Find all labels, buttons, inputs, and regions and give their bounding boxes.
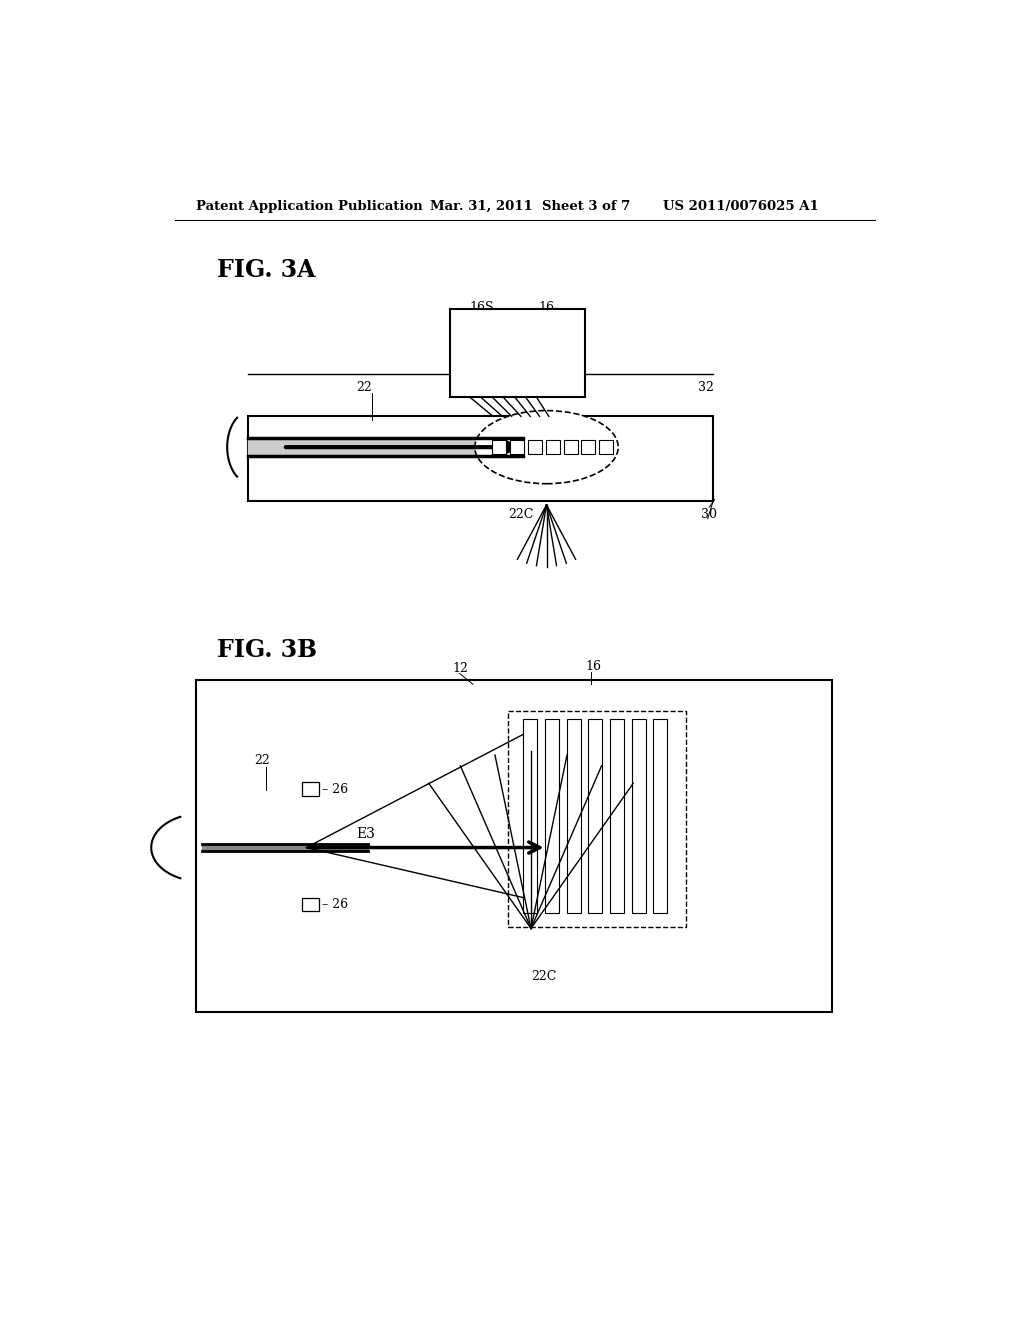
- Text: Patent Application Publication: Patent Application Publication: [197, 199, 423, 213]
- Text: 16: 16: [586, 660, 601, 673]
- Bar: [248, 416, 713, 502]
- Bar: [610, 719, 624, 913]
- Bar: [493, 441, 506, 454]
- Bar: [508, 711, 686, 927]
- Text: 22C: 22C: [508, 508, 534, 520]
- Bar: [302, 781, 318, 796]
- Bar: [545, 719, 559, 913]
- Text: 16: 16: [539, 301, 555, 314]
- Bar: [510, 441, 524, 454]
- Bar: [582, 441, 595, 454]
- Bar: [528, 441, 542, 454]
- Text: 22: 22: [254, 754, 270, 767]
- Bar: [197, 681, 831, 1011]
- Text: 16S: 16S: [469, 301, 494, 314]
- Text: – 26: – 26: [322, 783, 348, 796]
- Text: 30: 30: [701, 508, 718, 520]
- Text: Mar. 31, 2011  Sheet 3 of 7: Mar. 31, 2011 Sheet 3 of 7: [430, 199, 631, 213]
- Bar: [523, 719, 538, 913]
- Bar: [632, 719, 646, 913]
- Text: – 26: – 26: [322, 898, 348, 911]
- Bar: [563, 441, 578, 454]
- Bar: [450, 309, 586, 397]
- Bar: [302, 898, 318, 911]
- Text: US 2011/0076025 A1: US 2011/0076025 A1: [663, 199, 818, 213]
- Text: 32: 32: [697, 381, 714, 395]
- Bar: [546, 441, 560, 454]
- Text: FIG. 3B: FIG. 3B: [217, 638, 317, 661]
- Text: FIG. 3A: FIG. 3A: [217, 257, 315, 282]
- Bar: [653, 719, 668, 913]
- Bar: [566, 719, 581, 913]
- Text: E3: E3: [356, 826, 376, 841]
- Bar: [589, 719, 602, 913]
- Ellipse shape: [475, 411, 618, 483]
- Text: 12: 12: [452, 663, 468, 676]
- Text: 22: 22: [356, 381, 373, 395]
- Text: 22C: 22C: [531, 970, 556, 982]
- Bar: [599, 441, 613, 454]
